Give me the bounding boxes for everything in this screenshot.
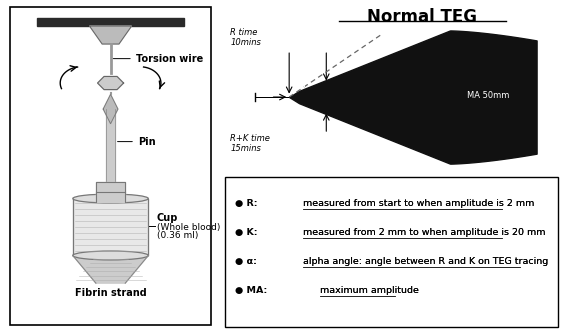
Text: α: α bbox=[300, 80, 306, 90]
Text: measured from 2 mm to when amplitude is 20 mm: measured from 2 mm to when amplitude is … bbox=[303, 228, 546, 237]
Text: measured from start to when amplitude is 2 mm: measured from start to when amplitude is… bbox=[303, 199, 535, 208]
Text: MA 50mm: MA 50mm bbox=[467, 91, 509, 100]
Text: ● α:: ● α: bbox=[235, 257, 257, 266]
Text: Torsion wire: Torsion wire bbox=[113, 54, 203, 64]
Text: ● K:: ● K: bbox=[235, 228, 257, 237]
Polygon shape bbox=[73, 256, 149, 283]
Text: maximum amplitude: maximum amplitude bbox=[320, 286, 418, 295]
Ellipse shape bbox=[73, 194, 149, 203]
Text: (0.36 ml): (0.36 ml) bbox=[156, 231, 198, 240]
Polygon shape bbox=[73, 199, 149, 256]
Polygon shape bbox=[98, 76, 124, 90]
Text: ● R:: ● R: bbox=[235, 199, 257, 208]
Text: Pin: Pin bbox=[117, 136, 155, 147]
Text: Fibrin strand: Fibrin strand bbox=[75, 288, 146, 298]
Text: (Whole blood): (Whole blood) bbox=[156, 223, 220, 232]
Polygon shape bbox=[103, 94, 118, 124]
Text: maximum amplitude: maximum amplitude bbox=[320, 286, 418, 295]
Text: Normal TEG: Normal TEG bbox=[367, 8, 477, 26]
Text: ● MA:: ● MA: bbox=[235, 286, 267, 295]
Polygon shape bbox=[90, 26, 132, 44]
Ellipse shape bbox=[73, 251, 149, 260]
Polygon shape bbox=[96, 182, 125, 202]
Text: R+K time
15mins: R+K time 15mins bbox=[230, 134, 270, 153]
Text: measured from start to when amplitude is 2 mm: measured from start to when amplitude is… bbox=[303, 199, 535, 208]
Text: alpha angle: angle between R and K on TEG tracing: alpha angle: angle between R and K on TE… bbox=[303, 257, 549, 266]
Bar bbox=[37, 18, 184, 26]
Text: alpha angle: angle between R and K on TEG tracing: alpha angle: angle between R and K on TE… bbox=[303, 257, 549, 266]
Text: R time
10mins: R time 10mins bbox=[230, 28, 261, 47]
Text: Cup: Cup bbox=[156, 213, 178, 223]
Polygon shape bbox=[107, 109, 115, 182]
Text: measured from 2 mm to when amplitude is 20 mm: measured from 2 mm to when amplitude is … bbox=[303, 228, 546, 237]
